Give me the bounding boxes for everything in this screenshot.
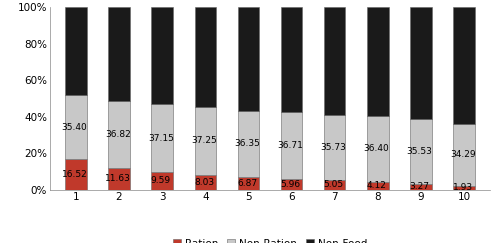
Text: 35.53: 35.53 bbox=[406, 147, 432, 156]
Bar bbox=[454, 123, 475, 186]
Text: 35.73: 35.73 bbox=[320, 143, 346, 152]
Bar bbox=[238, 111, 259, 177]
Text: 5.05: 5.05 bbox=[324, 181, 344, 190]
Bar bbox=[367, 116, 388, 182]
Text: 36.40: 36.40 bbox=[364, 144, 390, 153]
Bar bbox=[65, 7, 86, 95]
Text: 3.27: 3.27 bbox=[410, 182, 430, 191]
Bar bbox=[152, 172, 173, 190]
Bar bbox=[65, 159, 86, 190]
Text: 37.15: 37.15 bbox=[148, 134, 174, 143]
Bar bbox=[454, 7, 475, 123]
Bar bbox=[108, 168, 130, 190]
Bar bbox=[281, 7, 302, 112]
Text: 36.82: 36.82 bbox=[105, 130, 130, 139]
Text: 1.93: 1.93 bbox=[453, 183, 473, 192]
Bar bbox=[194, 7, 216, 107]
Legend: Ration, Non-Ration, Non-Food: Ration, Non-Ration, Non-Food bbox=[168, 235, 372, 243]
Text: 36.71: 36.71 bbox=[278, 141, 303, 150]
Text: 36.35: 36.35 bbox=[234, 139, 260, 148]
Text: 35.40: 35.40 bbox=[62, 123, 88, 132]
Bar bbox=[324, 180, 345, 190]
Bar bbox=[281, 112, 302, 179]
Bar bbox=[152, 7, 173, 104]
Bar bbox=[108, 7, 130, 101]
Bar bbox=[454, 186, 475, 190]
Bar bbox=[65, 95, 86, 159]
Bar bbox=[367, 7, 388, 116]
Bar bbox=[194, 107, 216, 175]
Bar bbox=[108, 101, 130, 168]
Bar bbox=[152, 104, 173, 172]
Bar bbox=[324, 7, 345, 115]
Bar bbox=[238, 177, 259, 190]
Text: 11.63: 11.63 bbox=[105, 174, 130, 183]
Text: 16.52: 16.52 bbox=[62, 170, 88, 179]
Bar bbox=[410, 119, 432, 183]
Text: 6.87: 6.87 bbox=[237, 179, 257, 188]
Bar bbox=[238, 7, 259, 111]
Bar bbox=[324, 115, 345, 180]
Text: 37.25: 37.25 bbox=[191, 137, 217, 146]
Bar bbox=[367, 182, 388, 190]
Bar bbox=[410, 183, 432, 190]
Text: 5.96: 5.96 bbox=[280, 180, 300, 189]
Bar bbox=[194, 175, 216, 190]
Text: 8.03: 8.03 bbox=[194, 178, 214, 187]
Bar bbox=[281, 179, 302, 190]
Text: 4.12: 4.12 bbox=[366, 181, 386, 190]
Text: 9.59: 9.59 bbox=[151, 176, 171, 185]
Text: 34.29: 34.29 bbox=[450, 150, 475, 159]
Bar bbox=[410, 7, 432, 119]
